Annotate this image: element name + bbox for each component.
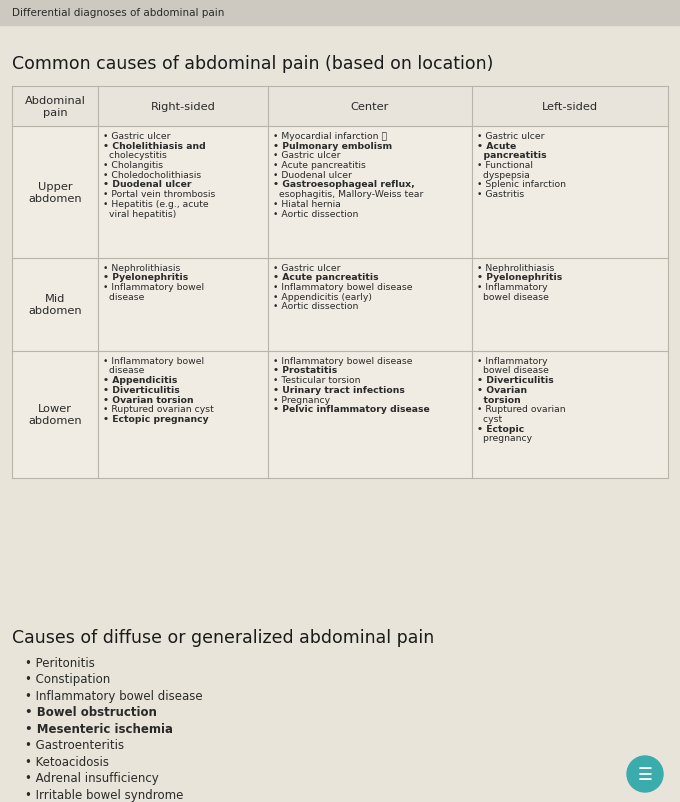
Text: • Myocardial infarction ⎕: • Myocardial infarction ⎕ — [273, 132, 387, 140]
Text: Lower
abdomen: Lower abdomen — [28, 403, 82, 426]
Text: • Gastric ulcer: • Gastric ulcer — [273, 263, 341, 272]
Text: • Urinary tract infections: • Urinary tract infections — [273, 386, 405, 395]
Bar — [0, 0, 680, 26]
Text: • Acute pancreatitis: • Acute pancreatitis — [273, 161, 366, 170]
Text: • Nephrolithiasis: • Nephrolithiasis — [477, 263, 554, 272]
Text: • Hepatitis (e.g., acute: • Hepatitis (e.g., acute — [103, 200, 209, 209]
Text: Differential diagnoses of abdominal pain: Differential diagnoses of abdominal pain — [12, 8, 224, 18]
Text: • Ovarian torsion: • Ovarian torsion — [103, 395, 194, 404]
Text: • Pyelonephritis: • Pyelonephritis — [103, 273, 188, 282]
Text: pancreatitis: pancreatitis — [477, 151, 547, 160]
Text: • Gastric ulcer: • Gastric ulcer — [103, 132, 171, 140]
Text: Causes of diffuse or generalized abdominal pain: Causes of diffuse or generalized abdomin… — [12, 628, 435, 646]
Text: • Cholangitis: • Cholangitis — [103, 161, 163, 170]
Text: Center: Center — [351, 102, 389, 111]
Text: • Choledocholithiasis: • Choledocholithiasis — [103, 171, 201, 180]
Text: • Splenic infarction: • Splenic infarction — [477, 180, 566, 189]
Text: • Aortic dissection: • Aortic dissection — [273, 302, 358, 311]
Text: • Appendicitis (early): • Appendicitis (early) — [273, 293, 372, 302]
Text: • Hiatal hernia: • Hiatal hernia — [273, 200, 341, 209]
Text: Right-sided: Right-sided — [150, 102, 216, 111]
Text: dyspepsia: dyspepsia — [477, 171, 530, 180]
Text: pregnancy: pregnancy — [477, 434, 532, 443]
Text: • Mesenteric ischemia: • Mesenteric ischemia — [25, 722, 173, 735]
Text: • Gastric ulcer: • Gastric ulcer — [477, 132, 545, 140]
Text: • Gastroenteritis: • Gastroenteritis — [25, 739, 124, 751]
Text: • Portal vein thrombosis: • Portal vein thrombosis — [103, 190, 216, 199]
Text: • Ruptured ovarian: • Ruptured ovarian — [477, 405, 566, 414]
Text: disease: disease — [103, 293, 144, 302]
Text: • Inflammatory bowel disease: • Inflammatory bowel disease — [273, 356, 413, 365]
Text: • Ectopic pregnancy: • Ectopic pregnancy — [103, 415, 209, 423]
Text: • Pulmonary embolism: • Pulmonary embolism — [273, 141, 392, 151]
Text: esophagitis, Mallory-Weiss tear: esophagitis, Mallory-Weiss tear — [273, 190, 424, 199]
Text: • Inflammatory bowel: • Inflammatory bowel — [103, 282, 204, 292]
Text: • Inflammatory bowel disease: • Inflammatory bowel disease — [273, 282, 413, 292]
Text: • Testicular torsion: • Testicular torsion — [273, 375, 360, 385]
Text: • Inflammatory: • Inflammatory — [477, 282, 547, 292]
Text: ☰: ☰ — [638, 765, 652, 783]
Text: • Ectopic: • Ectopic — [477, 424, 524, 433]
Text: disease: disease — [103, 366, 144, 375]
Text: cyst: cyst — [477, 415, 502, 423]
Text: Upper
abdomen: Upper abdomen — [28, 181, 82, 204]
Text: • Inflammatory bowel: • Inflammatory bowel — [103, 356, 204, 365]
Text: • Irritable bowel syndrome: • Irritable bowel syndrome — [25, 788, 184, 800]
Text: • Gastroesophageal reflux,: • Gastroesophageal reflux, — [273, 180, 415, 189]
Text: • Ketoacidosis: • Ketoacidosis — [25, 755, 109, 768]
Text: • Duodenal ulcer: • Duodenal ulcer — [103, 180, 192, 189]
Text: • Inflammatory: • Inflammatory — [477, 356, 547, 365]
Text: • Prostatitis: • Prostatitis — [273, 366, 337, 375]
Text: bowel disease: bowel disease — [477, 293, 549, 302]
Text: • Cholelithiasis and: • Cholelithiasis and — [103, 141, 206, 151]
Text: • Ruptured ovarian cyst: • Ruptured ovarian cyst — [103, 405, 214, 414]
Text: • Appendicitis: • Appendicitis — [103, 375, 177, 385]
Circle shape — [627, 756, 663, 792]
Text: cholecystitis: cholecystitis — [103, 151, 167, 160]
Text: viral hepatitis): viral hepatitis) — [103, 209, 176, 218]
Text: • Diverticulitis: • Diverticulitis — [103, 386, 180, 395]
Text: • Duodenal ulcer: • Duodenal ulcer — [273, 171, 352, 180]
Text: • Functional: • Functional — [477, 161, 533, 170]
Text: • Acute: • Acute — [477, 141, 516, 151]
Text: • Constipation: • Constipation — [25, 672, 110, 686]
Text: • Gastric ulcer: • Gastric ulcer — [273, 151, 341, 160]
Bar — [12, 87, 668, 478]
Bar — [12, 87, 668, 127]
Text: • Nephrolithiasis: • Nephrolithiasis — [103, 263, 180, 272]
Text: • Pregnancy: • Pregnancy — [273, 395, 330, 404]
Text: • Peritonitis: • Peritonitis — [25, 656, 95, 669]
Text: • Adrenal insufficiency: • Adrenal insufficiency — [25, 772, 158, 784]
Text: torsion: torsion — [477, 395, 521, 404]
Text: bowel disease: bowel disease — [477, 366, 549, 375]
Text: • Inflammatory bowel disease: • Inflammatory bowel disease — [25, 689, 203, 702]
Text: • Ovarian: • Ovarian — [477, 386, 527, 395]
Text: • Pelvic inflammatory disease: • Pelvic inflammatory disease — [273, 405, 430, 414]
Text: • Acute pancreatitis: • Acute pancreatitis — [273, 273, 379, 282]
Text: • Bowel obstruction: • Bowel obstruction — [25, 706, 157, 719]
Text: • Gastritis: • Gastritis — [477, 190, 524, 199]
Text: Abdominal
pain: Abdominal pain — [24, 95, 86, 118]
Text: • Diverticulitis: • Diverticulitis — [477, 375, 554, 385]
Text: • Aortic dissection: • Aortic dissection — [273, 209, 358, 218]
Text: Left-sided: Left-sided — [542, 102, 598, 111]
Text: Mid
abdomen: Mid abdomen — [28, 294, 82, 316]
Text: • Pyelonephritis: • Pyelonephritis — [477, 273, 562, 282]
Text: Common causes of abdominal pain (based on location): Common causes of abdominal pain (based o… — [12, 55, 494, 72]
